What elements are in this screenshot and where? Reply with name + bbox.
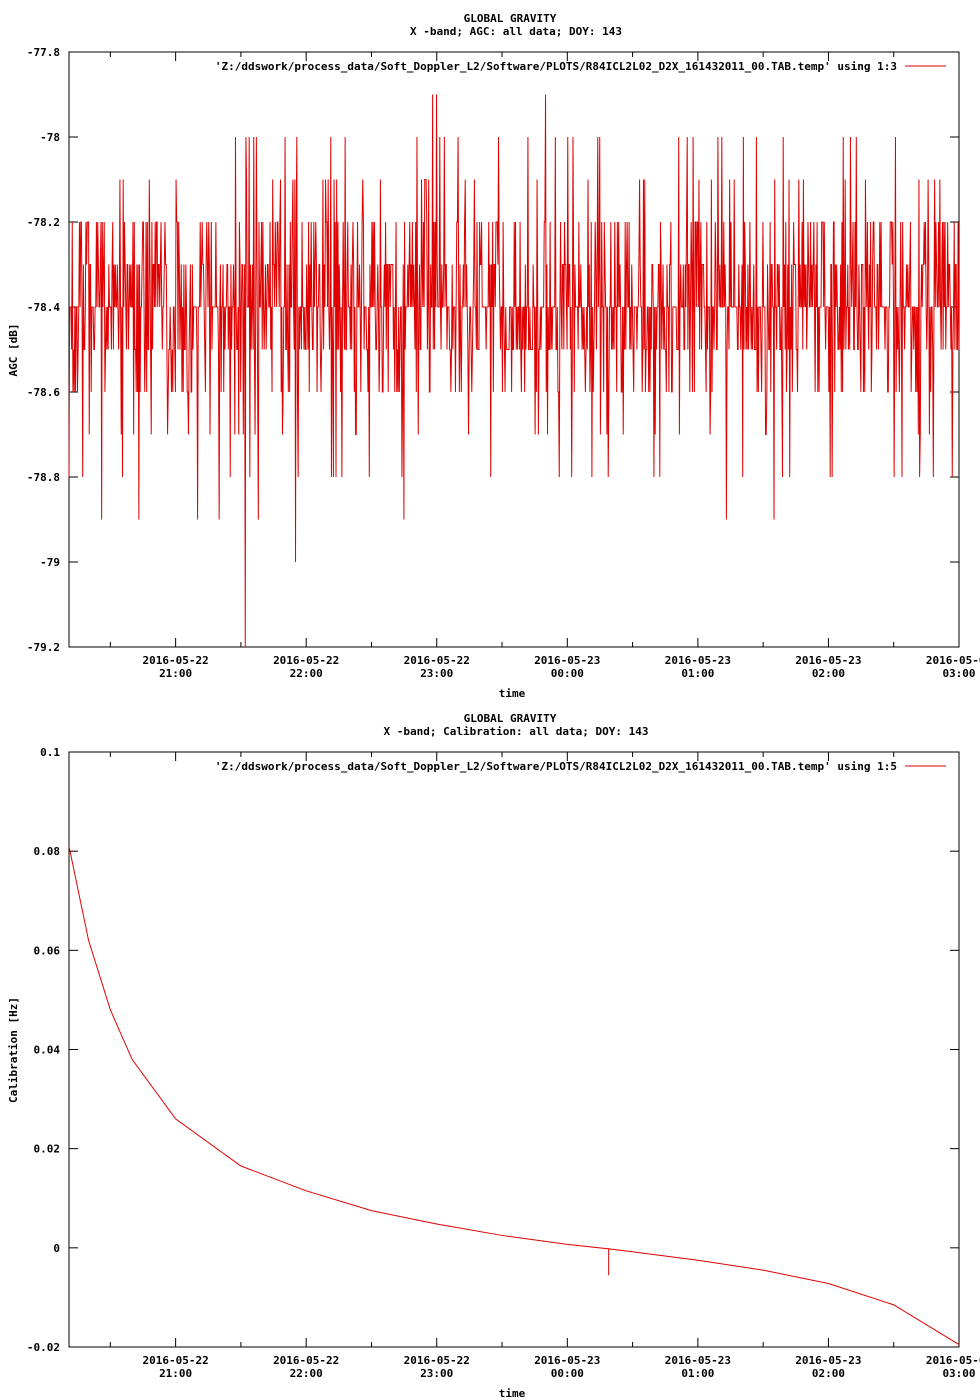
calibration-x-tick-time: 22:00	[290, 1367, 323, 1380]
agc-legend-label: 'Z:/ddswork/process_data/Soft_Doppler_L2…	[215, 60, 897, 73]
agc-x-tick-time: 02:00	[812, 667, 845, 680]
agc-y-tick-label: -78.4	[27, 301, 60, 314]
calibration-x-tick-date: 2016-05-22	[143, 1354, 209, 1367]
calibration-y-tick-label: 0.1	[40, 746, 60, 759]
calibration-plot-frame	[68, 751, 960, 1348]
calibration-x-tick-time: 23:00	[420, 1367, 453, 1380]
calibration-series-line	[68, 846, 960, 1345]
agc-x-axis-label: time	[499, 687, 526, 700]
calibration-x-tick-date: 2016-05-23	[795, 1354, 861, 1367]
calibration-x-tick-date: 2016-05-23	[534, 1354, 600, 1367]
calibration-y-tick-label: 0.06	[34, 944, 61, 957]
calibration-x-tick-time: 02:00	[812, 1367, 845, 1380]
calibration-x-tick-date: 2016-05-22	[404, 1354, 470, 1367]
agc-x-tick-date: 2016-05-23	[665, 654, 731, 667]
agc-x-tick-time: 21:00	[159, 667, 192, 680]
calibration-legend-label: 'Z:/ddswork/process_data/Soft_Doppler_L2…	[215, 760, 897, 773]
agc-x-tick-time: 22:00	[290, 667, 323, 680]
agc-x-tick-date: 2016-05-23	[795, 654, 861, 667]
agc-x-tick-time: 23:00	[420, 667, 453, 680]
calibration-y-tick-label: 0.04	[34, 1044, 61, 1057]
agc-y-tick-label: -79	[40, 556, 60, 569]
calibration-y-tick-label: 0	[53, 1242, 60, 1255]
calibration-x-tick-date: 2016-05-23	[665, 1354, 731, 1367]
agc-x-tick-time: 01:00	[681, 667, 714, 680]
agc-y-tick-label: -78.2	[27, 216, 60, 229]
agc-x-tick-date: 2016-05-22	[143, 654, 209, 667]
calibration-chart: GLOBAL GRAVITY X -band; Calibration: all…	[7, 712, 980, 1400]
agc-y-tick-label: -79.2	[27, 641, 60, 654]
agc-x-tick-date: 2016-05-22	[404, 654, 470, 667]
agc-chart-title: GLOBAL GRAVITY	[464, 12, 557, 25]
calibration-x-tick-date: 2016-05-05	[926, 1354, 980, 1367]
agc-y-tick-label: -78	[40, 131, 60, 144]
calibration-y-tick-label: 0.08	[34, 845, 61, 858]
agc-y-axis-label: AGC [dB]	[7, 324, 20, 377]
calibration-x-axis-label: time	[499, 1387, 526, 1400]
agc-x-tick-time: 00:00	[551, 667, 584, 680]
agc-chart: GLOBAL GRAVITY X -band; AGC: all data; D…	[7, 12, 980, 700]
agc-y-tick-label: -78.6	[27, 386, 60, 399]
agc-chart-subtitle: X -band; AGC: all data; DOY: 143	[410, 25, 622, 38]
agc-x-tick-date: 2016-05-22	[273, 654, 339, 667]
calibration-y-tick-label: -0.02	[27, 1341, 60, 1354]
calibration-y-axis-label: Calibration [Hz]	[7, 997, 20, 1103]
agc-x-tick-time: 03:00	[942, 667, 975, 680]
calibration-y-tick-label: 0.02	[34, 1143, 61, 1156]
agc-x-tick-date: 2016-05-05	[926, 654, 980, 667]
agc-x-tick-date: 2016-05-23	[534, 654, 600, 667]
calibration-x-tick-time: 21:00	[159, 1367, 192, 1380]
calibration-x-tick-time: 01:00	[681, 1367, 714, 1380]
agc-series-line	[68, 94, 960, 648]
agc-y-tick-label: -77.8	[27, 46, 60, 59]
calibration-x-tick-time: 00:00	[551, 1367, 584, 1380]
calibration-chart-subtitle: X -band; Calibration: all data; DOY: 143	[384, 725, 649, 738]
calibration-x-tick-date: 2016-05-22	[273, 1354, 339, 1367]
calibration-chart-title: GLOBAL GRAVITY	[464, 712, 557, 725]
agc-y-tick-label: -78.8	[27, 471, 60, 484]
calibration-x-tick-time: 03:00	[942, 1367, 975, 1380]
